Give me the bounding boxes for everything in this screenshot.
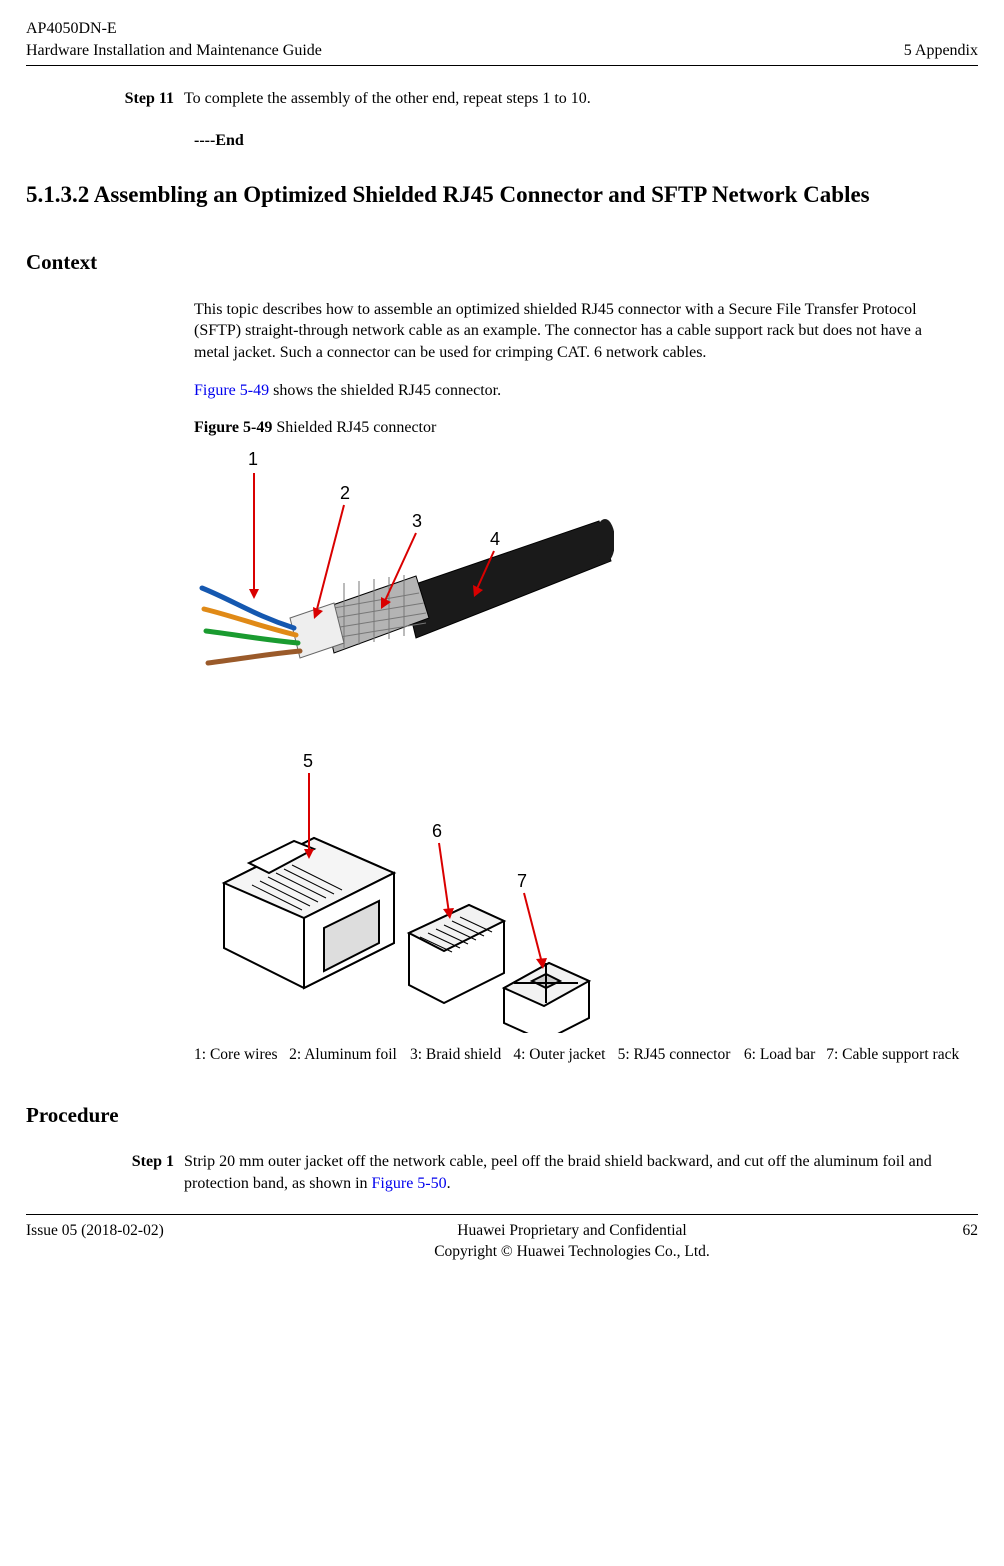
context-para-2-post: shows the shielded RJ45 connector. [269,382,501,399]
header-right: 5 Appendix [904,40,978,62]
step-1-row: Step 1 Strip 20 mm outer jacket off the … [96,1151,978,1194]
footer-line1: Huawei Proprietary and Confidential [226,1221,918,1242]
callout-6: 6 [432,821,442,841]
callout-4: 4 [490,529,500,549]
callout-7: 7 [517,871,527,891]
procedure-heading: Procedure [26,1101,978,1129]
step-1-label: Step 1 [96,1151,184,1194]
document-page: AP4050DN-E Hardware Installation and Mai… [0,0,1004,1285]
figure-caption-row: Figure 5-49 Shielded RJ45 connector [194,417,978,439]
figure-number: Figure 5-49 [194,419,272,436]
legend-1: 1: Core wires [194,1045,289,1064]
context-para-2: Figure 5-49 shows the shielded RJ45 conn… [194,380,928,402]
figure-caption-text: Shielded RJ45 connector [272,419,436,436]
figure-legend: 1: Core wires 2: Aluminum foil 3: Braid … [194,1045,974,1064]
footer-line2: Copyright © Huawei Technologies Co., Ltd… [226,1242,918,1263]
running-header: AP4050DN-E Hardware Installation and Mai… [26,18,978,66]
running-footer: Issue 05 (2018-02-02) Huawei Proprietary… [26,1214,978,1263]
section-heading: 5.1.3.2 Assembling an Optimized Shielded… [26,179,978,210]
legend-3: 3: Braid shield [410,1045,513,1064]
step-1-text: Strip 20 mm outer jacket off the network… [184,1151,978,1194]
callout-5: 5 [303,751,313,771]
figure-5-49-link[interactable]: Figure 5-49 [194,382,269,399]
callout-1: 1 [248,449,258,469]
footer-center: Huawei Proprietary and Confidential Copy… [226,1221,918,1263]
legend-7: 7: Cable support rack [826,1045,974,1064]
legend-5: 5: RJ45 connector [618,1045,744,1064]
product-name: AP4050DN-E [26,18,322,40]
figure-5-50-link[interactable]: Figure 5-50 [372,1175,447,1192]
context-para-1: This topic describes how to assemble an … [194,299,928,364]
step-11-text: To complete the assembly of the other en… [184,88,978,110]
context-heading: Context [26,248,978,276]
legend-4: 4: Outer jacket [513,1045,617,1064]
end-marker: ----End [194,130,978,152]
guide-title: Hardware Installation and Maintenance Gu… [26,40,322,62]
legend-2: 2: Aluminum foil [289,1045,410,1064]
header-left: AP4050DN-E Hardware Installation and Mai… [26,18,322,61]
footer-page-number: 62 [918,1221,978,1242]
figure-5-49: 1 2 3 4 [194,443,614,1040]
rj45-connector-diagram: 1 2 3 4 [194,443,614,1033]
step-11-row: Step 11 To complete the assembly of the … [96,88,978,110]
callout-2: 2 [340,483,350,503]
step-1-post: . [447,1175,451,1192]
section-title: Assembling an Optimized Shielded RJ45 Co… [94,182,870,207]
step-1-pre: Strip 20 mm outer jacket off the network… [184,1153,932,1192]
section-number: 5.1.3.2 [26,182,89,207]
callout-3: 3 [412,511,422,531]
step-11-label: Step 11 [96,88,184,110]
footer-issue: Issue 05 (2018-02-02) [26,1221,226,1242]
legend-6: 6: Load bar [744,1045,826,1064]
